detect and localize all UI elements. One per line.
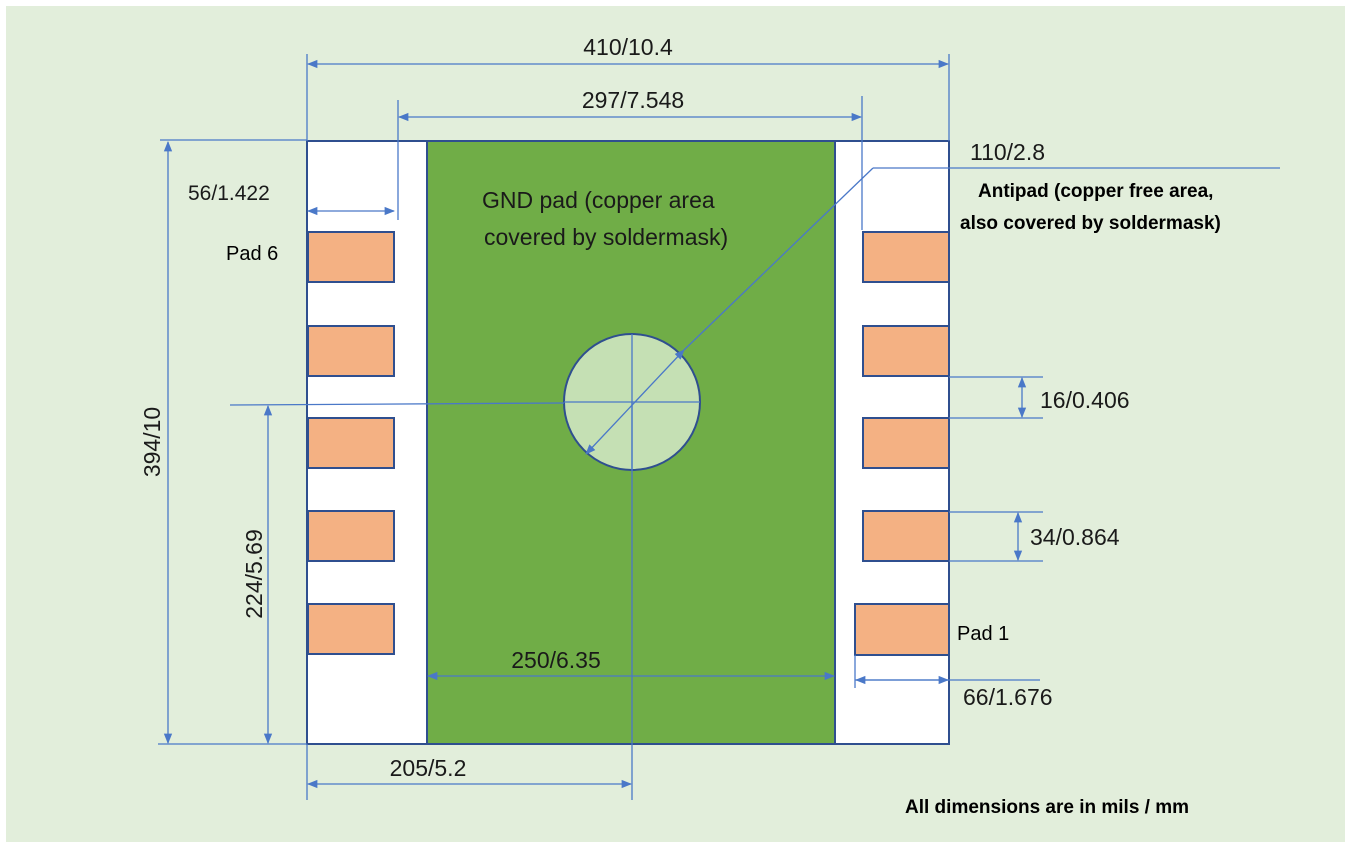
dim-pad-height: 34/0.864 bbox=[1030, 524, 1120, 550]
dim-pad1-width: 66/1.676 bbox=[963, 684, 1053, 710]
pad-4 bbox=[307, 417, 395, 469]
dim-total-width: 410/10.4 bbox=[583, 34, 673, 60]
antipad-label-line1: Antipad (copper free area, bbox=[978, 181, 1213, 202]
dim-pad-gap: 16/0.406 bbox=[1040, 387, 1130, 413]
pad-right-4 bbox=[862, 510, 950, 562]
pad-right-3 bbox=[862, 417, 950, 469]
footer-note: All dimensions are in mils / mm bbox=[905, 797, 1189, 818]
dim-pad-width: 56/1.422 bbox=[188, 182, 270, 205]
gnd-pad-label-line2: covered by soldermask) bbox=[484, 224, 728, 250]
dim-center-y: 224/5.69 bbox=[241, 529, 267, 619]
pad-right-2 bbox=[862, 325, 950, 377]
pad-1 bbox=[854, 603, 950, 656]
dim-gnd-width: 250/6.35 bbox=[511, 647, 601, 673]
gnd-pad-label-line1: GND pad (copper area bbox=[482, 187, 715, 213]
pad1-label: Pad 1 bbox=[957, 623, 1009, 645]
pad-left-5 bbox=[307, 603, 395, 655]
pad-left-4 bbox=[307, 510, 395, 562]
dim-center-x: 205/5.2 bbox=[390, 755, 467, 781]
dim-antipad-line bbox=[585, 349, 685, 455]
dim-total-height: 394/10 bbox=[139, 407, 165, 477]
pad-6 bbox=[307, 231, 395, 283]
antipad-label-line2: also covered by soldermask) bbox=[960, 213, 1221, 234]
pad-5 bbox=[307, 325, 395, 377]
pad-right-1 bbox=[862, 231, 950, 283]
pad6-label: Pad 6 bbox=[226, 243, 278, 265]
dim-antipad-diameter: 110/2.8 bbox=[970, 139, 1045, 165]
dim-pad-span: 297/7.548 bbox=[582, 87, 684, 113]
